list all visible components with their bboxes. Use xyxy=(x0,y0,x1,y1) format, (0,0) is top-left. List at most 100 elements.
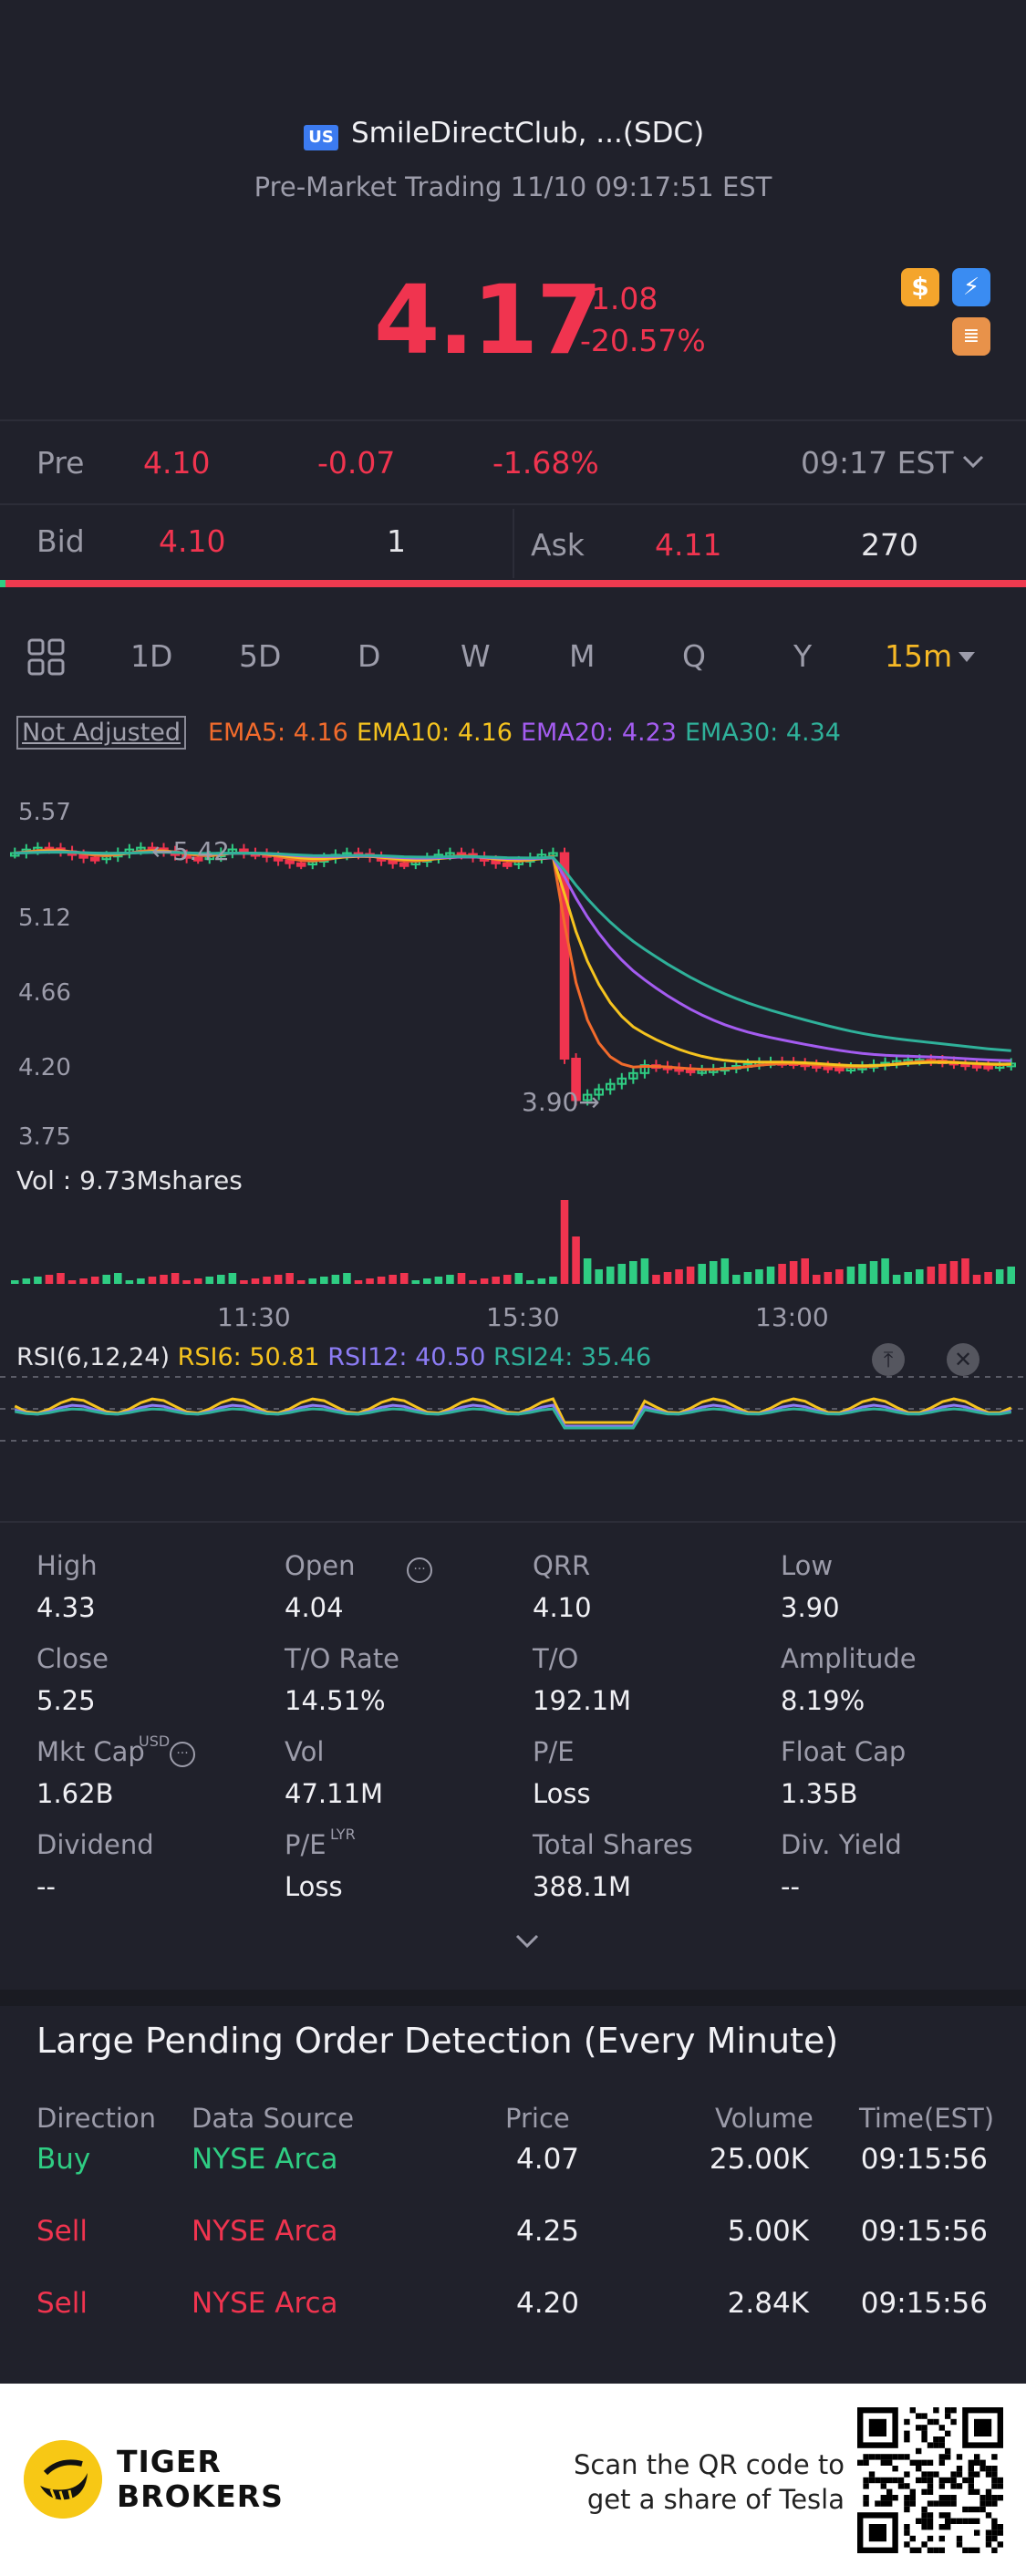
order-price: 4.20 xyxy=(516,2287,580,2320)
volume-bar xyxy=(514,1273,523,1284)
volume-bar xyxy=(972,1275,981,1284)
expand-chevron-icon[interactable] xyxy=(514,1933,540,1950)
volume-bar xyxy=(720,1258,730,1284)
tab-w[interactable]: W xyxy=(461,638,491,674)
volume-bar xyxy=(343,1273,351,1284)
candlestick-chart[interactable] xyxy=(0,784,1026,1331)
volume-bar xyxy=(492,1277,500,1284)
volume-bar xyxy=(171,1273,180,1284)
brand-name-line2: BROKERS xyxy=(117,2478,284,2514)
volume-bar xyxy=(285,1273,294,1284)
stat-label: T/O Rate xyxy=(285,1643,400,1674)
volume-bar xyxy=(228,1273,237,1284)
stat-label: Float Cap xyxy=(781,1736,907,1767)
order-source: NYSE Arca xyxy=(192,2287,338,2320)
info-dots-icon[interactable]: ··· xyxy=(407,1557,432,1583)
candle-body xyxy=(582,1093,593,1102)
candle-body xyxy=(983,1064,993,1070)
candle-body xyxy=(605,1082,616,1091)
tab-y[interactable]: Y xyxy=(793,638,813,674)
candle-body xyxy=(399,862,409,867)
brand-name-line1: TIGER xyxy=(117,2444,222,2479)
layers-icon[interactable]: ≣ xyxy=(952,317,990,356)
right-arrow-icon: → xyxy=(578,1087,600,1117)
stat-value: 1.35B xyxy=(781,1778,858,1809)
order-source: NYSE Arca xyxy=(192,2215,338,2248)
volume-bar xyxy=(984,1272,992,1284)
lightning-icon[interactable]: ⚡ xyxy=(952,268,990,306)
price-change: -1.08 xyxy=(580,281,658,316)
tab-m[interactable]: M xyxy=(569,638,596,674)
pre-price: 4.10 xyxy=(143,445,211,481)
pre-time[interactable]: 09:17 EST xyxy=(801,445,954,481)
order-volume: 5.00K xyxy=(727,2215,809,2248)
stat-value: 4.33 xyxy=(36,1592,96,1623)
stock-name[interactable]: SmileDirectClub, ...(SDC) xyxy=(351,117,705,150)
volume-bar xyxy=(102,1275,111,1284)
rsi-label: RSI(6,12,24) xyxy=(16,1343,170,1371)
layout-grid-icon[interactable] xyxy=(27,638,66,677)
rsi-chart[interactable] xyxy=(0,1368,1026,1459)
volume-bar xyxy=(57,1273,65,1284)
stats-grid: High 4.33 Open 4.04 QRR 4.10 Low 3.90 Close 5.25 T… xyxy=(0,1550,1026,1933)
ema30-line xyxy=(15,850,1011,1052)
volume-bar xyxy=(915,1269,924,1284)
volume-bar xyxy=(22,1278,31,1284)
currency-superscript: USD xyxy=(139,1733,171,1750)
volume-bar xyxy=(240,1280,248,1284)
stat-label: Open xyxy=(285,1550,356,1581)
volume-bar xyxy=(469,1280,477,1284)
low-marker: 3.90→ xyxy=(522,1087,600,1117)
bid-label: Bid xyxy=(36,523,85,559)
volume-bar xyxy=(1007,1267,1015,1284)
volume-bar xyxy=(114,1273,122,1284)
volume-bar xyxy=(11,1280,19,1284)
tab-q[interactable]: Q xyxy=(682,638,706,674)
volume-bar xyxy=(606,1267,615,1284)
stat-value: 3.90 xyxy=(781,1592,840,1623)
bid-price: 4.10 xyxy=(159,523,226,559)
stat-value: 5.25 xyxy=(36,1685,96,1716)
tab-15m[interactable]: 15m xyxy=(885,638,953,674)
volume-bar xyxy=(537,1278,546,1284)
close-icon[interactable]: ✕ xyxy=(947,1343,979,1376)
volume-bar xyxy=(858,1264,866,1284)
qr-code[interactable] xyxy=(857,2407,1003,2553)
y-tick-label: 5.12 xyxy=(18,905,71,932)
volume-bar xyxy=(366,1278,374,1284)
stat-label: High xyxy=(36,1550,98,1581)
promo-text-line2: get a share of Tesla xyxy=(586,2484,845,2515)
dollar-badge-icon[interactable]: $ xyxy=(901,268,939,306)
volume-bar xyxy=(743,1272,752,1284)
stat-value: 1.62B xyxy=(36,1778,114,1809)
stat-label: T/O xyxy=(533,1643,579,1674)
info-dots-icon[interactable]: ··· xyxy=(170,1742,195,1767)
tab-d[interactable]: D xyxy=(358,638,381,674)
not-adjusted-toggle[interactable]: Not Adjusted xyxy=(16,716,187,750)
volume-bar xyxy=(296,1280,306,1284)
volume-bar xyxy=(927,1267,936,1284)
volume-bar xyxy=(160,1275,168,1284)
stat-value: -- xyxy=(781,1871,800,1902)
orders-title: Large Pending Order Detection (Every Min… xyxy=(36,2021,839,2061)
high-marker-value: 5.42 xyxy=(172,836,230,866)
stat-label: Low xyxy=(781,1550,834,1581)
stat-value: 47.11M xyxy=(285,1778,384,1809)
volume-bar xyxy=(263,1277,271,1284)
volume-bar xyxy=(434,1277,443,1284)
chevron-down-icon[interactable] xyxy=(961,454,985,471)
caret-down-icon[interactable] xyxy=(958,651,976,664)
volume-bar xyxy=(698,1264,706,1284)
tab-1d[interactable]: 1D xyxy=(130,638,173,674)
tab-5d[interactable]: 5D xyxy=(239,638,282,674)
rsi12-value: RSI12: 40.50 xyxy=(327,1343,486,1371)
volume-bar xyxy=(583,1258,592,1284)
divider xyxy=(0,419,1026,421)
price-change-percent: -20.57% xyxy=(580,323,706,358)
volume-bar xyxy=(572,1236,580,1284)
pin-top-icon[interactable]: ⤒ xyxy=(872,1343,905,1376)
y-tick-label: 3.75 xyxy=(18,1123,71,1151)
volume-bar xyxy=(949,1261,959,1284)
stat-value: 388.1M xyxy=(533,1871,632,1902)
volume-bar xyxy=(686,1267,695,1284)
